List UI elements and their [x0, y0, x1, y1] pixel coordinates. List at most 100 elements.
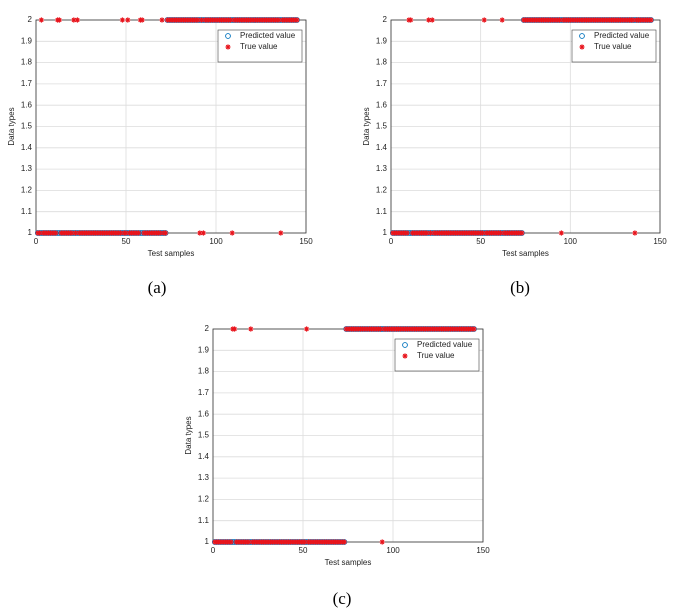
- x-tick-label: 150: [299, 237, 313, 246]
- y-tick-label: 1: [383, 228, 388, 237]
- y-tick-label: 2: [205, 324, 210, 333]
- data-point: [379, 539, 385, 545]
- x-tick-label: 100: [564, 237, 578, 246]
- data-point: [159, 17, 165, 23]
- y-tick-label: 1.6: [21, 100, 33, 109]
- data-point: [200, 230, 206, 236]
- data-point: [56, 17, 63, 23]
- y-tick-label: 1.7: [21, 79, 33, 88]
- legend: Predicted value True value: [394, 338, 480, 372]
- data-point: [228, 539, 234, 545]
- data-point: [276, 17, 282, 23]
- x-tick-label: 50: [299, 546, 308, 555]
- data-point: [139, 17, 145, 23]
- y-tick-label: 1.3: [21, 164, 33, 173]
- y-tick-label: 1: [28, 228, 33, 237]
- y-tick-label: 1.5: [198, 431, 210, 440]
- data-point: [497, 230, 503, 236]
- y-axis-label: Data types: [362, 107, 371, 145]
- y-tick-label: 1.2: [198, 495, 210, 504]
- x-tick-label: 50: [122, 237, 131, 246]
- x-tick-label: 50: [476, 237, 485, 246]
- data-point: [163, 230, 169, 236]
- data-point: [248, 326, 254, 332]
- legend-label: Predicted value: [417, 340, 473, 349]
- x-axis-label: Test samples: [148, 249, 195, 258]
- y-axis-label: Data types: [184, 416, 193, 454]
- y-tick-label: 1.3: [198, 473, 210, 482]
- y-tick-label: 1.8: [198, 367, 210, 376]
- y-axis-label: Data types: [7, 107, 16, 145]
- legend: Predicted value True value: [571, 29, 657, 63]
- data-point: [427, 230, 434, 236]
- data-point: [558, 230, 564, 236]
- data-point: [36, 230, 43, 236]
- y-tick-label: 1.7: [198, 388, 210, 397]
- x-tick-label: 100: [209, 237, 223, 246]
- data-point: [630, 17, 636, 23]
- y-tick-label: 1.1: [376, 207, 388, 216]
- data-point: [227, 17, 233, 23]
- x-tick-label: 100: [386, 546, 400, 555]
- legend-box: [394, 338, 480, 372]
- data-point: [197, 230, 203, 236]
- data-point: [304, 326, 310, 332]
- data-point: [519, 230, 525, 236]
- data-point: [481, 17, 487, 23]
- data-point: [479, 230, 486, 236]
- data-point: [119, 17, 126, 23]
- legend-label: Predicted value: [594, 31, 650, 40]
- y-tick-label: 1.1: [21, 207, 33, 216]
- y-tick-label: 1.2: [376, 186, 388, 195]
- y-tick-label: 1.8: [21, 58, 33, 67]
- data-point: [72, 230, 79, 236]
- y-tick-label: 1.3: [376, 164, 388, 173]
- caption: (b): [510, 278, 530, 297]
- data-point: [302, 539, 308, 545]
- y-tick-label: 1.4: [376, 143, 388, 152]
- y-tick-label: 1.9: [21, 36, 33, 45]
- data-point: [71, 17, 77, 23]
- data-point: [404, 230, 410, 236]
- data-point: [426, 17, 432, 23]
- x-tick-label: 150: [476, 546, 490, 555]
- y-tick-label: 2: [28, 15, 33, 24]
- data-point: [294, 17, 300, 23]
- legend-marker: [579, 33, 585, 39]
- data-point: [246, 539, 252, 545]
- y-tick-label: 1.6: [198, 409, 210, 418]
- legend-marker: [225, 33, 231, 39]
- data-point: [632, 230, 638, 236]
- y-tick-label: 1.6: [376, 100, 388, 109]
- data-point: [69, 230, 75, 236]
- data-point: [136, 230, 142, 236]
- legend: Predicted value True value: [217, 29, 303, 63]
- data-point: [38, 17, 45, 23]
- x-tick-label: 150: [653, 237, 667, 246]
- x-tick-label: 0: [34, 237, 39, 246]
- legend-box: [217, 29, 303, 63]
- data-point: [74, 17, 81, 23]
- y-tick-label: 1: [205, 537, 210, 546]
- data-point: [123, 230, 129, 236]
- y-tick-label: 1.1: [198, 516, 210, 525]
- y-tick-label: 1.5: [376, 122, 388, 131]
- y-tick-label: 1.9: [198, 345, 210, 354]
- data-point: [341, 539, 347, 545]
- data-point: [199, 17, 205, 23]
- data-point: [471, 326, 477, 332]
- data-point: [117, 230, 124, 236]
- legend-marker: [579, 44, 585, 50]
- x-tick-label: 0: [389, 237, 394, 246]
- legend-marker: [402, 353, 408, 359]
- data-point: [377, 326, 383, 332]
- y-tick-label: 1.7: [376, 79, 388, 88]
- y-tick-label: 1.4: [198, 452, 210, 461]
- y-tick-label: 2: [383, 15, 388, 24]
- x-axis-label: Test samples: [502, 249, 549, 258]
- data-point: [499, 17, 505, 23]
- legend-box: [571, 29, 657, 63]
- caption: (a): [148, 278, 167, 297]
